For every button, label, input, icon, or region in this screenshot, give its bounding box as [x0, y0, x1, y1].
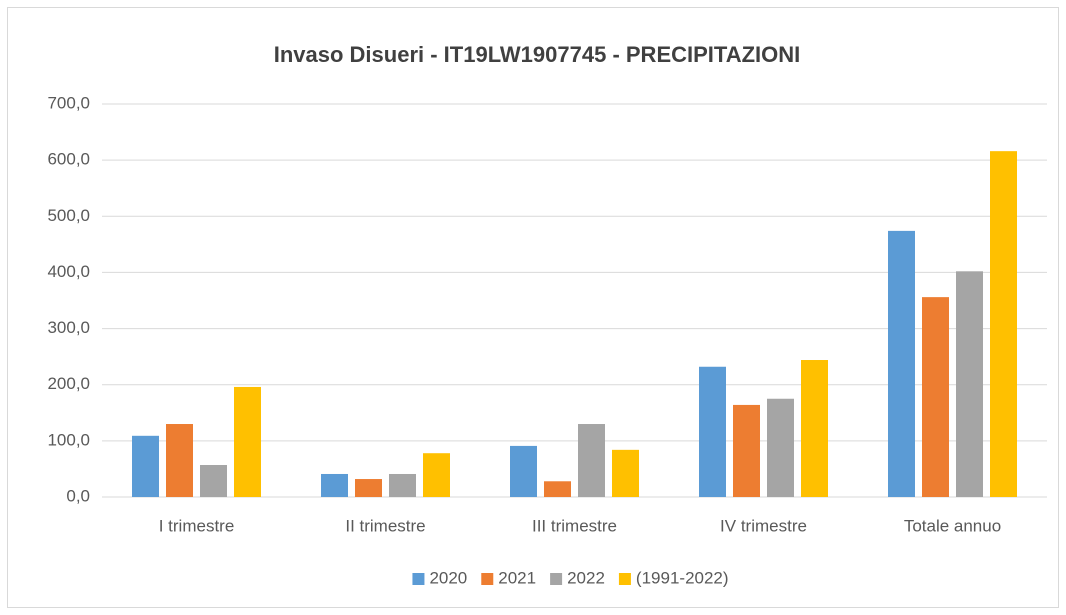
- bar: [733, 404, 760, 497]
- bar: [132, 435, 159, 497]
- legend-label: 2022: [567, 568, 605, 587]
- x-tick-label: IV trimestre: [720, 516, 807, 535]
- bar: [355, 479, 382, 497]
- bar: [200, 464, 227, 497]
- y-tick-label: 300,0: [47, 318, 90, 337]
- y-tick-label: 700,0: [47, 93, 90, 112]
- bar: [956, 271, 983, 497]
- legend-swatch: [618, 573, 631, 585]
- y-tick-label: 100,0: [47, 430, 90, 449]
- legend-swatch: [481, 573, 494, 585]
- y-tick-label: 0,0: [66, 486, 90, 505]
- bar: [544, 481, 571, 497]
- bar: [578, 424, 605, 497]
- x-tick-label: Totale annuo: [904, 516, 1001, 535]
- y-tick-label: 500,0: [47, 206, 90, 225]
- bar: [389, 473, 416, 497]
- bar: [922, 297, 949, 497]
- bar: [767, 398, 794, 497]
- bar: [888, 230, 915, 497]
- legend-label: 2021: [498, 568, 536, 587]
- bar: [699, 366, 726, 497]
- chart-title: Invaso Disueri - IT19LW1907745 - PRECIPI…: [274, 42, 801, 67]
- y-tick-label: 400,0: [47, 262, 90, 281]
- bar: [166, 424, 193, 497]
- bar: [423, 453, 450, 497]
- bar: [510, 445, 537, 497]
- x-tick-label: III trimestre: [532, 516, 617, 535]
- legend-swatch: [550, 573, 563, 585]
- legend-swatch: [412, 573, 425, 585]
- x-tick-label: II trimestre: [345, 516, 425, 535]
- bar: [321, 473, 348, 497]
- y-tick-label: 600,0: [47, 150, 90, 169]
- legend-label: (1991-2022): [636, 568, 729, 587]
- bar: [234, 386, 261, 497]
- bar: [990, 151, 1017, 497]
- bar: [612, 449, 639, 497]
- x-tick-label: I trimestre: [159, 516, 235, 535]
- bar: [801, 360, 828, 497]
- y-tick-label: 200,0: [47, 374, 90, 393]
- legend-label: 2020: [429, 568, 467, 587]
- chart-border: [7, 7, 1059, 608]
